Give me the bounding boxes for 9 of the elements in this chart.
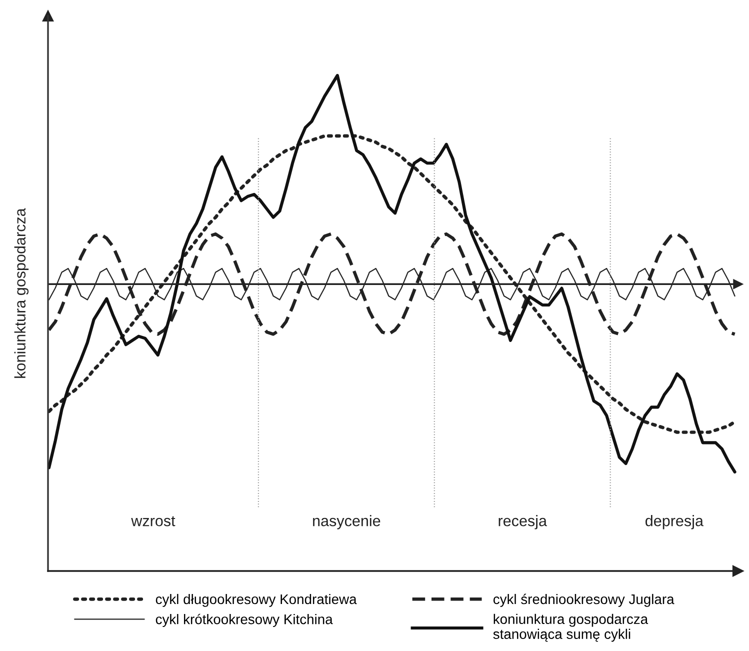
legend-label: cykl średniookresowy Juglara [493, 594, 674, 607]
legend-label: koniunktura gospodarcza stanowiąca sumę cykli [493, 614, 648, 642]
legend-label: cykl długookresowy Kondratiewa [156, 594, 357, 607]
legend-label: cykl krótkookresowy Kitchina [156, 614, 333, 627]
text: wzrost [131, 516, 176, 526]
text: depresja [646, 515, 704, 530]
text: nasycenie [313, 515, 380, 530]
y-axis-title: koniunktura gospodarcza [14, 208, 29, 378]
text: recesja [498, 515, 547, 530]
